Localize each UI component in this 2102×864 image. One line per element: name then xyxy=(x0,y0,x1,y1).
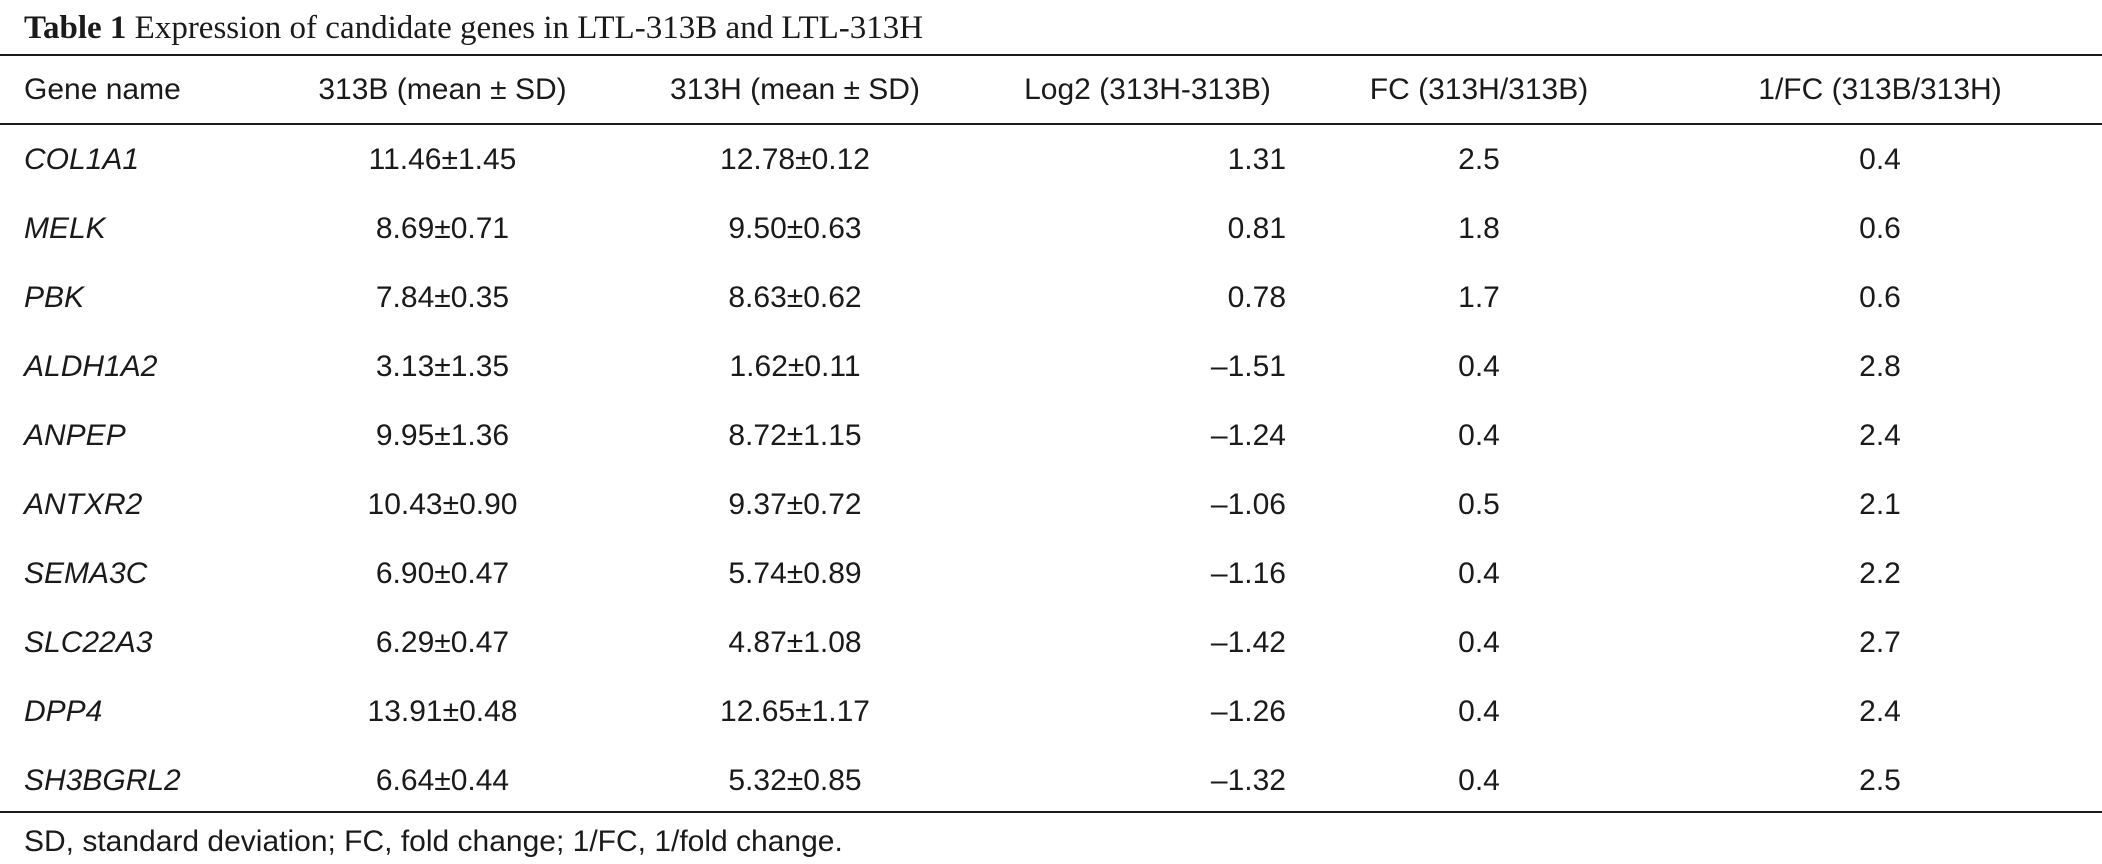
313b-value-cell: 3.13±1.35 xyxy=(375,349,510,383)
fc-value-cell: 2.5 xyxy=(1458,142,1500,176)
313h-value-cell: 9.37±0.72 xyxy=(728,487,862,521)
log2-value-cell: –1.32 xyxy=(1210,763,1286,797)
table-footnote: SD, standard deviation; FC, fold change;… xyxy=(24,825,843,858)
313h-value-cell: 4.87±1.08 xyxy=(728,625,862,659)
inverse-fc-value-cell: 2.1 xyxy=(1859,487,1901,521)
fc-value-cell: 1.8 xyxy=(1458,211,1500,245)
fc-value-cell: 0.4 xyxy=(1458,556,1500,590)
gene-name-cell: COL1A1 xyxy=(24,142,140,176)
313b-value-cell: 6.29±0.47 xyxy=(375,625,510,659)
table-row: DPP4 13.91±0.48 12.65±1.17 –1.26 0.4 2.4 xyxy=(0,677,2102,746)
column-header-log2: Log2 (313H-313B) xyxy=(1024,72,1271,106)
313b-value-cell: 6.64±0.44 xyxy=(375,763,510,797)
313b-value-cell: 11.46±1.45 xyxy=(368,142,517,176)
log2-value-cell: –1.51 xyxy=(1210,349,1286,383)
top-rule xyxy=(0,54,2102,56)
313b-value-cell: 13.91±0.48 xyxy=(367,694,518,728)
fc-value-cell: 0.4 xyxy=(1458,763,1500,797)
313h-value-cell: 1.62±0.11 xyxy=(729,349,861,383)
table-row: SH3BGRL2 6.64±0.44 5.32±0.85 –1.32 0.4 2… xyxy=(0,746,2102,815)
table-row: ANPEP 9.95±1.36 8.72±1.15 –1.24 0.4 2.4 xyxy=(0,401,2102,470)
log2-value-cell: –1.26 xyxy=(1210,694,1286,728)
313b-value-cell: 6.90±0.47 xyxy=(375,556,510,590)
log2-value-cell: –1.42 xyxy=(1210,625,1286,659)
inverse-fc-value-cell: 2.7 xyxy=(1859,625,1901,659)
fc-value-cell: 1.7 xyxy=(1458,280,1500,314)
inverse-fc-value-cell: 0.6 xyxy=(1859,280,1901,314)
table-row: ALDH1A2 3.13±1.35 1.62±0.11 –1.51 0.4 2.… xyxy=(0,332,2102,401)
table-row: SEMA3C 6.90±0.47 5.74±0.89 –1.16 0.4 2.2 xyxy=(0,539,2102,608)
gene-name-cell: ANTXR2 xyxy=(24,487,143,521)
bottom-rule xyxy=(0,811,2102,813)
313h-value-cell: 8.63±0.62 xyxy=(728,280,862,314)
fc-value-cell: 0.5 xyxy=(1458,487,1500,521)
313h-value-cell: 5.32±0.85 xyxy=(728,763,862,797)
313b-value-cell: 8.69±0.71 xyxy=(375,211,510,245)
gene-name-cell: DPP4 xyxy=(24,694,103,728)
column-header-313b: 313B (mean ± SD) xyxy=(318,72,567,106)
inverse-fc-value-cell: 0.4 xyxy=(1859,142,1901,176)
header-rule xyxy=(0,123,2102,125)
table-row: PBK 7.84±0.35 8.63±0.62 0.78 1.7 0.6 xyxy=(0,263,2102,332)
inverse-fc-value-cell: 2.4 xyxy=(1859,694,1901,728)
column-header-313h: 313H (mean ± SD) xyxy=(670,72,920,106)
gene-name-cell: SLC22A3 xyxy=(24,625,153,659)
table-row: SLC22A3 6.29±0.47 4.87±1.08 –1.42 0.4 2.… xyxy=(0,608,2102,677)
gene-name-cell: SH3BGRL2 xyxy=(24,763,181,797)
inverse-fc-value-cell: 2.4 xyxy=(1859,418,1901,452)
fc-value-cell: 0.4 xyxy=(1458,418,1500,452)
table-row: COL1A1 11.46±1.45 12.78±0.12 1.31 2.5 0.… xyxy=(0,123,2102,194)
inverse-fc-value-cell: 2.5 xyxy=(1859,763,1901,797)
log2-value-cell: 0.81 xyxy=(1227,211,1286,245)
table-caption-text: Expression of candidate genes in LTL-313… xyxy=(134,10,924,46)
log2-value-cell: 0.78 xyxy=(1227,280,1286,314)
313b-value-cell: 10.43±0.90 xyxy=(367,487,518,521)
inverse-fc-value-cell: 2.2 xyxy=(1859,556,1901,590)
313b-value-cell: 9.95±1.36 xyxy=(375,418,510,452)
table-row: ANTXR2 10.43±0.90 9.37±0.72 –1.06 0.5 2.… xyxy=(0,470,2102,539)
table-header-row: Gene name 313B (mean ± SD) 313H (mean ± … xyxy=(0,56,2102,123)
fc-value-cell: 0.4 xyxy=(1458,625,1500,659)
gene-name-cell: MELK xyxy=(24,211,106,245)
313b-value-cell: 7.84±0.35 xyxy=(375,280,510,314)
gene-expression-table: Gene name 313B (mean ± SD) 313H (mean ± … xyxy=(0,56,2102,815)
313h-value-cell: 12.78±0.12 xyxy=(720,142,870,176)
gene-name-cell: ALDH1A2 xyxy=(24,349,158,383)
column-header-fc: FC (313H/313B) xyxy=(1369,72,1589,106)
313h-value-cell: 9.50±0.63 xyxy=(728,211,862,245)
313h-value-cell: 12.65±1.17 xyxy=(720,694,870,728)
column-header-inverse-fc: 1/FC (313B/313H) xyxy=(1758,72,2002,106)
column-header-gene-name: Gene name xyxy=(24,72,181,106)
fc-value-cell: 0.4 xyxy=(1458,694,1500,728)
313h-value-cell: 8.72±1.15 xyxy=(728,418,862,452)
table-caption-label: Table 1 xyxy=(24,10,127,46)
gene-name-cell: PBK xyxy=(24,280,85,314)
log2-value-cell: –1.16 xyxy=(1210,556,1286,590)
inverse-fc-value-cell: 2.8 xyxy=(1859,349,1901,383)
log2-value-cell: 1.31 xyxy=(1227,142,1286,176)
log2-value-cell: –1.24 xyxy=(1210,418,1286,452)
table-caption: Table 1 Expression of candidate genes in… xyxy=(24,6,923,50)
table-row: MELK 8.69±0.71 9.50±0.63 0.81 1.8 0.6 xyxy=(0,194,2102,263)
fc-value-cell: 0.4 xyxy=(1458,349,1500,383)
313h-value-cell: 5.74±0.89 xyxy=(728,556,862,590)
inverse-fc-value-cell: 0.6 xyxy=(1859,211,1901,245)
log2-value-cell: –1.06 xyxy=(1210,487,1286,521)
gene-name-cell: SEMA3C xyxy=(24,556,148,590)
gene-name-cell: ANPEP xyxy=(24,418,126,452)
